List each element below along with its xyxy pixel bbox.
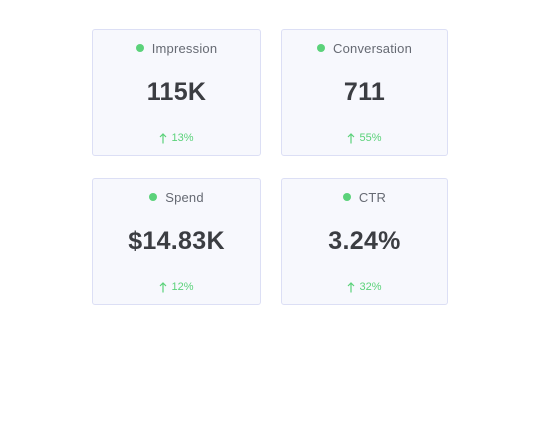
status-dot-icon [342, 193, 351, 201]
arrow-up-icon [347, 132, 355, 144]
card-value: $14.83K [128, 227, 225, 255]
metric-card-impression: Impression 115K 13% [92, 29, 261, 156]
card-header: Spend [93, 189, 260, 205]
status-dot-icon [149, 193, 158, 201]
card-label: Spend [165, 189, 204, 205]
card-header: CTR [282, 189, 447, 205]
status-dot-icon [317, 44, 325, 52]
card-label: CTR [358, 189, 387, 205]
metric-card-spend: Spend $14.83K 12% [92, 178, 261, 305]
card-label: Conversation [333, 40, 412, 56]
arrow-up-icon [159, 281, 167, 293]
card-value: 115K [146, 78, 207, 106]
arrow-up-icon [159, 132, 167, 144]
change-percent: 13% [171, 132, 194, 144]
card-header: Impression [93, 40, 260, 56]
metric-card-conversation: Conversation 711 55% [281, 29, 448, 156]
card-change: 12% [93, 281, 260, 293]
change-percent: 32% [359, 281, 382, 293]
change-percent: 12% [171, 281, 194, 293]
card-change: 55% [282, 132, 447, 144]
card-change: 13% [93, 132, 260, 144]
metric-card-ctr: CTR 3.24% 32% [281, 178, 448, 305]
status-dot-icon [135, 44, 144, 52]
metrics-grid: Impression 115K 13% Conversation 711 55%… [92, 29, 448, 305]
arrow-up-icon [347, 281, 355, 293]
card-value: 3.24% [328, 227, 401, 255]
card-header: Conversation [282, 40, 447, 56]
card-label: Impression [151, 40, 218, 56]
card-change: 32% [282, 281, 447, 293]
card-value: 711 [343, 78, 386, 106]
change-percent: 55% [359, 132, 382, 144]
